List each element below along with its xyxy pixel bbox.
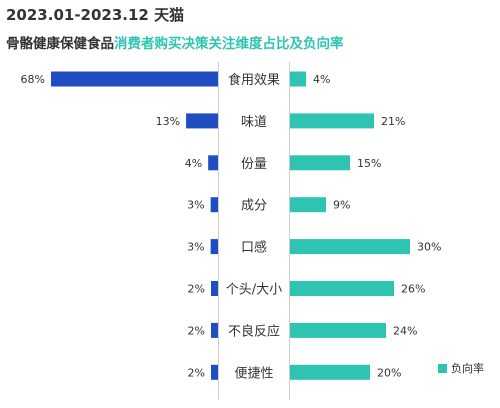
category-label: 个头/大小 (226, 283, 282, 298)
right-bar-label: 4% (313, 73, 330, 86)
subtitle-suffix: 消费者购买决策关注维度占比及负向率 (114, 36, 344, 52)
left-bar (208, 155, 218, 171)
left-bar (51, 71, 218, 87)
left-bar-label: 68% (21, 73, 45, 86)
right-bar (290, 281, 394, 296)
left-bar (210, 239, 218, 255)
category-label: 份量 (241, 157, 267, 172)
left-bar (186, 113, 218, 129)
left-bar (210, 197, 218, 213)
right-bar-label: 30% (417, 241, 441, 254)
right-bar (290, 197, 326, 213)
left-bar-label: 2% (188, 283, 205, 296)
category-label: 便捷性 (234, 366, 273, 381)
right-bar-label: 21% (381, 115, 405, 128)
legend-label: 负向率 (451, 362, 484, 375)
right-bar (290, 322, 386, 338)
right-bar (290, 155, 350, 171)
left-bar-label: 3% (187, 241, 204, 254)
right-bar (290, 71, 306, 87)
right-bar-label: 24% (393, 324, 417, 337)
left-bar (211, 364, 218, 380)
left-bar-label: 2% (188, 324, 205, 337)
category-label: 味道 (241, 115, 267, 130)
legend-swatch (438, 363, 447, 373)
category-label: 不良反应 (228, 323, 280, 339)
chart-legend: 负向率 (438, 360, 484, 376)
right-bar-label: 20% (377, 366, 401, 379)
category-label: 口感 (241, 240, 267, 256)
right-bar-label: 15% (357, 157, 381, 170)
left-bar-label: 3% (187, 199, 204, 212)
right-bar (290, 364, 370, 380)
right-bar (290, 113, 374, 129)
category-label: 成分 (241, 199, 267, 214)
right-bar (290, 239, 410, 255)
right-bar-label: 9% (333, 199, 350, 212)
left-bar (211, 322, 218, 338)
left-bar (211, 281, 218, 296)
left-bar-label: 4% (185, 157, 202, 170)
left-bar-label: 13% (156, 115, 180, 128)
category-label: 食用效果 (228, 72, 280, 88)
chart-subtitle: 骨骼健康保健食品消费者购买决策关注维度占比及负向率 (6, 32, 344, 52)
chart-title: 2023.01-2023.12 天猫 (6, 6, 185, 24)
subtitle-prefix: 骨骼健康保健食品 (6, 36, 114, 52)
right-bar-label: 26% (401, 283, 425, 296)
left-bar-label: 2% (188, 366, 205, 379)
